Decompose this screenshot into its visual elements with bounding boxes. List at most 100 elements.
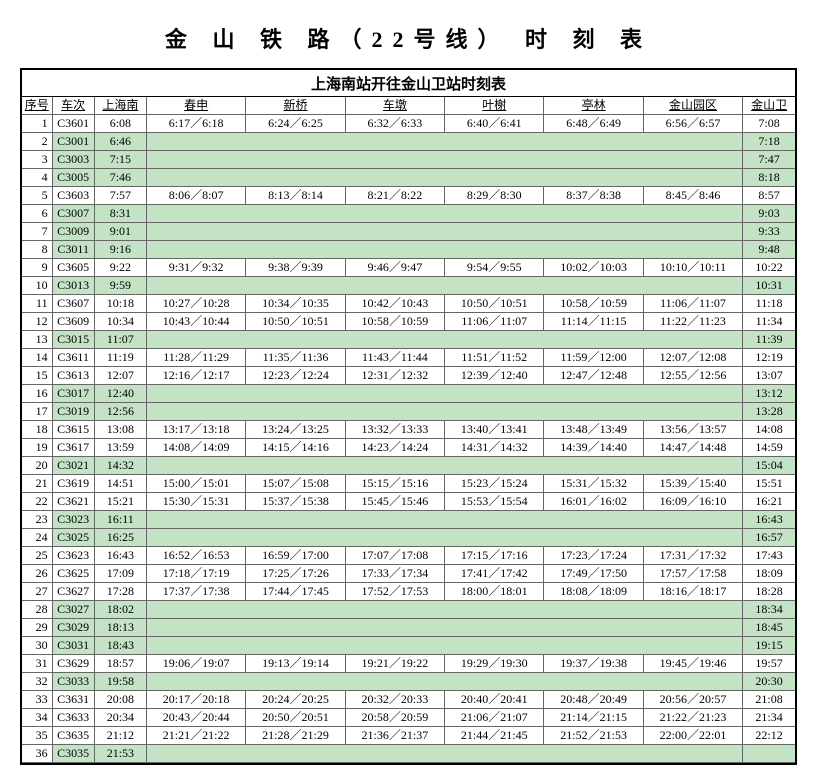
cell-express-span xyxy=(146,745,742,763)
cell-stop: 12:31／12:32 xyxy=(345,367,444,385)
cell-stop: 14:47／14:48 xyxy=(643,439,742,457)
cell-arrive: 14:08 xyxy=(743,421,795,439)
cell-depart: 21:53 xyxy=(94,745,146,763)
col-header: 序号 xyxy=(22,97,52,115)
cell-arrive: 11:18 xyxy=(743,295,795,313)
cell-depart: 12:56 xyxy=(94,403,146,421)
cell-train: C3013 xyxy=(52,277,94,295)
cell-stop: 20:48／20:49 xyxy=(544,691,643,709)
cell-depart: 7:57 xyxy=(94,187,146,205)
cell-index: 7 xyxy=(22,223,52,241)
cell-train: C3633 xyxy=(52,709,94,727)
cell-depart: 17:28 xyxy=(94,583,146,601)
cell-stop: 10:50／10:51 xyxy=(445,295,544,313)
cell-stop: 21:28／21:29 xyxy=(246,727,345,745)
cell-index: 16 xyxy=(22,385,52,403)
cell-express-span xyxy=(146,385,742,403)
cell-depart: 13:59 xyxy=(94,439,146,457)
cell-stop: 21:21／21:22 xyxy=(146,727,245,745)
cell-index: 3 xyxy=(22,151,52,169)
cell-depart: 16:43 xyxy=(94,547,146,565)
cell-train: C3003 xyxy=(52,151,94,169)
cell-stop: 11:06／11:07 xyxy=(445,313,544,331)
cell-stop: 14:23／14:24 xyxy=(345,439,444,457)
cell-depart: 11:19 xyxy=(94,349,146,367)
cell-express-span xyxy=(146,511,742,529)
table-row: 28C302718:02 18:34 xyxy=(22,601,795,619)
cell-stop: 8:06／8:07 xyxy=(146,187,245,205)
cell-stop: 14:15／14:16 xyxy=(246,439,345,457)
cell-stop: 8:45／8:46 xyxy=(643,187,742,205)
cell-index: 23 xyxy=(22,511,52,529)
cell-stop: 10:02／10:03 xyxy=(544,259,643,277)
cell-stop: 6:32／6:33 xyxy=(345,115,444,133)
table-row: 6C30078:31 9:03 xyxy=(22,205,795,223)
cell-stop: 16:52／16:53 xyxy=(146,547,245,565)
table-row: 3C30037:15 7:47 xyxy=(22,151,795,169)
table-row: 12C360910:3410:43／10:4410:50／10:5110:58／… xyxy=(22,313,795,331)
cell-arrive: 18:34 xyxy=(743,601,795,619)
col-header: 车墩 xyxy=(345,97,444,115)
table-row: 21C361914:5115:00／15:0115:07／15:0815:15／… xyxy=(22,475,795,493)
cell-index: 5 xyxy=(22,187,52,205)
cell-arrive: 9:48 xyxy=(743,241,795,259)
col-header: 金山园区 xyxy=(643,97,742,115)
cell-stop: 15:15／15:16 xyxy=(345,475,444,493)
cell-arrive: 9:03 xyxy=(743,205,795,223)
cell-index: 28 xyxy=(22,601,52,619)
table-row: 30C303118:43 19:15 xyxy=(22,637,795,655)
cell-train: C3605 xyxy=(52,259,94,277)
cell-stop: 11:59／12:00 xyxy=(544,349,643,367)
cell-index: 33 xyxy=(22,691,52,709)
cell-depart: 17:09 xyxy=(94,565,146,583)
cell-arrive: 18:45 xyxy=(743,619,795,637)
cell-arrive: 21:34 xyxy=(743,709,795,727)
cell-arrive: 13:07 xyxy=(743,367,795,385)
cell-train: C3011 xyxy=(52,241,94,259)
table-row: 29C302918:13 18:45 xyxy=(22,619,795,637)
cell-stop: 21:44／21:45 xyxy=(445,727,544,745)
cell-train: C3007 xyxy=(52,205,94,223)
cell-stop: 16:01／16:02 xyxy=(544,493,643,511)
cell-stop: 17:44／17:45 xyxy=(246,583,345,601)
cell-train: C3005 xyxy=(52,169,94,187)
cell-stop: 11:51／11:52 xyxy=(445,349,544,367)
table-row: 9C36059:229:31／9:329:38／9:399:46／9:479:5… xyxy=(22,259,795,277)
cell-train: C3023 xyxy=(52,511,94,529)
cell-stop: 21:14／21:15 xyxy=(544,709,643,727)
table-subtitle: 上海南站开往金山卫站时刻表 xyxy=(22,70,795,97)
cell-arrive: 9:33 xyxy=(743,223,795,241)
cell-train: C3027 xyxy=(52,601,94,619)
col-header: 上海南 xyxy=(94,97,146,115)
cell-stop: 12:39／12:40 xyxy=(445,367,544,385)
cell-stop: 18:00／18:01 xyxy=(445,583,544,601)
table-row: 2C30016:46 7:18 xyxy=(22,133,795,151)
table-row: 10C30139:59 10:31 xyxy=(22,277,795,295)
col-header: 亭林 xyxy=(544,97,643,115)
cell-stop: 17:07／17:08 xyxy=(345,547,444,565)
cell-stop: 8:29／8:30 xyxy=(445,187,544,205)
table-row: 15C361312:0712:16／12:1712:23／12:2412:31／… xyxy=(22,367,795,385)
cell-depart: 14:51 xyxy=(94,475,146,493)
table-row: 23C302316:11 16:43 xyxy=(22,511,795,529)
cell-express-span xyxy=(146,637,742,655)
cell-stop: 20:24／20:25 xyxy=(246,691,345,709)
cell-express-span xyxy=(146,133,742,151)
cell-depart: 16:11 xyxy=(94,511,146,529)
cell-depart: 9:22 xyxy=(94,259,146,277)
table-row: 7C30099:01 9:33 xyxy=(22,223,795,241)
cell-stop: 17:25／17:26 xyxy=(246,565,345,583)
cell-index: 26 xyxy=(22,565,52,583)
cell-express-span xyxy=(146,241,742,259)
cell-stop: 17:23／17:24 xyxy=(544,547,643,565)
cell-stop: 8:37／8:38 xyxy=(544,187,643,205)
table-row: 25C362316:4316:52／16:5316:59／17:0017:07／… xyxy=(22,547,795,565)
cell-train: C3033 xyxy=(52,673,94,691)
cell-stop: 15:53／15:54 xyxy=(445,493,544,511)
table-row: 14C361111:1911:28／11:2911:35／11:3611:43／… xyxy=(22,349,795,367)
cell-stop: 8:21／8:22 xyxy=(345,187,444,205)
cell-stop: 12:07／12:08 xyxy=(643,349,742,367)
cell-train: C3029 xyxy=(52,619,94,637)
cell-express-span xyxy=(146,403,742,421)
cell-train: C3613 xyxy=(52,367,94,385)
